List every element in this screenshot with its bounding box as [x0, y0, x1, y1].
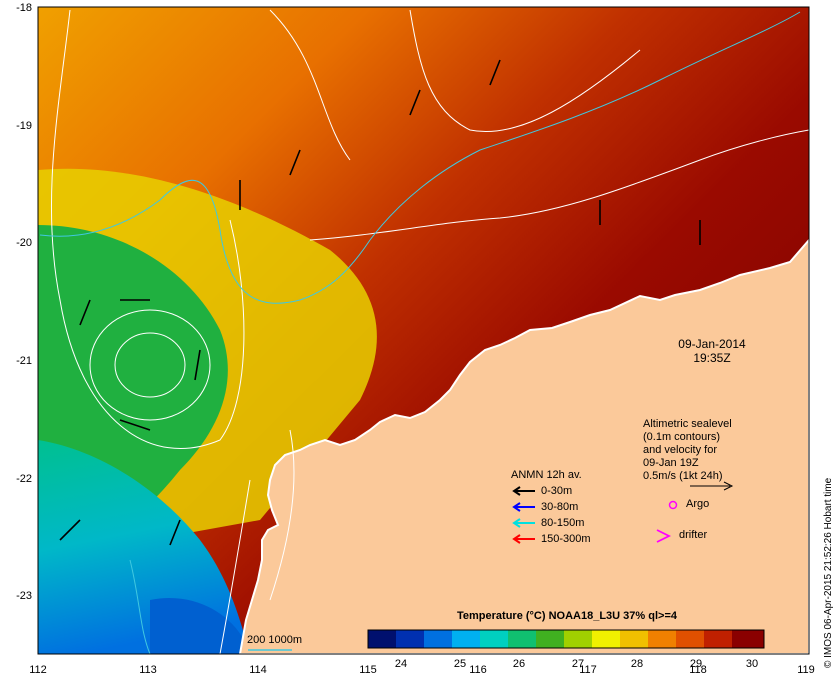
- ocean-blue-corner: [150, 598, 250, 654]
- cyan-arrow-icon: [512, 518, 535, 528]
- red-arrow-icon: [512, 534, 535, 544]
- time-text: 19:35Z: [693, 351, 731, 365]
- lon-tick: 112: [29, 664, 47, 676]
- legend-label: 30-80m: [541, 501, 579, 513]
- lon-tick: 114: [249, 664, 267, 676]
- drifter-label: drifter: [679, 529, 708, 541]
- lat-tick: -18: [16, 2, 32, 14]
- colorbar-title: Temperature (°C) NOAA18_L3U 37% ql>=4: [457, 610, 677, 622]
- lat-tick: -21: [16, 355, 32, 367]
- colorbar: 24 25 26 27 28 29 30: [367, 629, 765, 670]
- date-time-label: 09-Jan-2014 19:35Z: [662, 337, 762, 365]
- altimetry-line: (0.1m contours): [643, 431, 721, 443]
- lon-tick: 113: [139, 664, 157, 676]
- legend-row-150-300m: 150-300m: [512, 533, 591, 546]
- lat-tick: -23: [16, 590, 32, 602]
- lon-tick: 115: [359, 664, 377, 676]
- plot-border: [37, 6, 810, 655]
- altimetry-note: Altimetric sealevel (0.1m contours) and …: [643, 418, 753, 483]
- legend-label: 150-300m: [541, 533, 591, 545]
- altimetry-line: Altimetric sealevel: [643, 418, 732, 430]
- anmn-legend-title: ANMN 12h av.: [511, 469, 582, 481]
- lat-tick: -20: [16, 237, 32, 249]
- colorbar-tick: 28: [631, 658, 643, 670]
- land-mass: [238, 238, 809, 654]
- legend-label: 80-150m: [541, 517, 585, 529]
- lon-tick: 116: [469, 664, 487, 676]
- colorbar-tick: 26: [513, 658, 525, 670]
- lat-tick: -22: [16, 473, 32, 485]
- drifter-marker-icon: [656, 529, 672, 543]
- lon-tick: 118: [689, 664, 707, 676]
- colorbar-tick: 30: [746, 658, 758, 670]
- argo-marker-icon: [668, 500, 678, 510]
- date-text: 09-Jan-2014: [678, 337, 746, 351]
- colorbar-tick: 29: [690, 658, 702, 670]
- isobath-label: 200 1000m: [247, 634, 303, 646]
- legend-row-0-30m: 0-30m: [512, 485, 573, 498]
- scale-arrow-head: [723, 481, 734, 491]
- isobath-lines: [39, 11, 801, 654]
- colorbar-tick: 27: [572, 658, 584, 670]
- lon-axis: 112 113 114 115 116 117 118 119: [29, 664, 815, 676]
- lon-tick: 117: [579, 664, 597, 676]
- credit-text: © IMOS 06-Apr-2015 21:52:26 Hobart time: [823, 477, 834, 668]
- lat-axis: -18 -19 -20 -21 -22 -23: [16, 2, 32, 602]
- black-arrow-icon: [512, 486, 535, 496]
- lat-tick: -19: [16, 120, 32, 132]
- altimetry-line: and velocity for: [643, 444, 717, 456]
- lon-tick: 119: [797, 664, 815, 676]
- legend-row-30-80m: 30-80m: [512, 501, 579, 514]
- sea-level-contours: [50, 9, 809, 654]
- velocity-arrows: [59, 59, 701, 546]
- altimetry-line: 0.5m/s (1kt 24h): [643, 470, 723, 482]
- colorbar-tick: 24: [395, 658, 407, 670]
- colorbar-tick: 25: [454, 658, 466, 670]
- ocean-cool-southwest: [38, 440, 250, 654]
- legend-label: 0-30m: [541, 485, 573, 497]
- argo-label: Argo: [686, 498, 710, 510]
- altimetry-line: 09-Jan 19Z: [643, 457, 699, 469]
- blue-arrow-icon: [512, 502, 535, 512]
- legend-row-80-150m: 80-150m: [512, 517, 585, 530]
